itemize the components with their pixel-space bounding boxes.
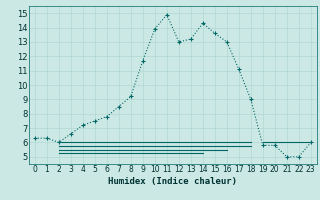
X-axis label: Humidex (Indice chaleur): Humidex (Indice chaleur) [108,177,237,186]
